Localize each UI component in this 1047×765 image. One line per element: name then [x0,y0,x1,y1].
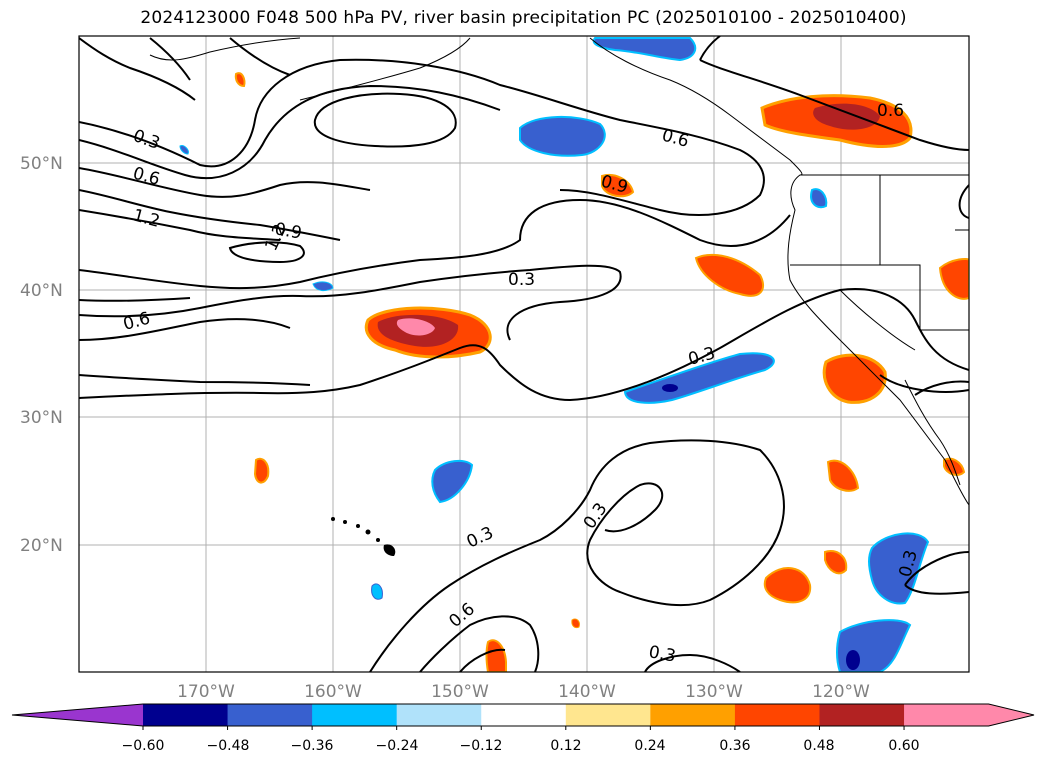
precip-blob-strong-negative [662,384,678,392]
colorbar-segment [396,704,482,726]
colorbar-tick-label: −0.48 [207,738,250,754]
contour-label: 0.3 [508,270,535,290]
precip-blob-max [396,318,435,336]
colorbar-segment [143,704,229,726]
precip-blob-positive [822,353,887,404]
precip-blob-positive [234,72,246,88]
colorbar-ticks: −0.60 −0.48 −0.36 −0.24 −0.12 0.12 0.24 … [122,738,920,754]
precip-blob-positive [601,174,635,198]
precip-blob-strong [813,103,880,130]
colorbar-segment [481,704,567,726]
lon-label: 150°W [431,682,489,702]
colorbar-tick-label: −0.12 [460,738,503,754]
precip-blob-positive [938,258,969,300]
colorbar-tick-label: −0.24 [376,738,419,754]
colorbar-tick-label: 0.60 [888,738,919,754]
precip-blob-negative [868,532,930,605]
precip-blob-positive [571,618,580,629]
precip-blob-negative [623,352,775,404]
precip-blob-positive [253,457,270,484]
lat-label: 40°N [20,281,63,301]
contour-label: 0.6 [877,101,904,121]
precip-blob-negative [431,459,474,504]
colorbar-tick-label: 0.48 [803,738,834,754]
contour-label: 0.3 [647,642,677,666]
map-frame [78,35,970,673]
colorbar-segment [227,704,313,726]
colorbar-segment [734,704,820,726]
latitude-labels: 50°N 40°N 30°N 20°N [20,154,63,556]
lon-label: 160°W [304,682,362,702]
colorbar-tick-label: 0.36 [719,738,750,754]
lat-label: 50°N [20,154,63,174]
precip-blob-negative [371,583,383,600]
contour-label: 0.9 [273,219,303,243]
lat-label: 30°N [20,408,63,428]
lon-label: 130°W [685,682,743,702]
precip-blob-negative [592,37,697,62]
lon-label: 170°W [177,682,235,702]
pv-contours [79,36,969,672]
colorbar-extend-left [12,704,143,726]
colorbar-tick-label: −0.60 [122,738,165,754]
precip-blobs [179,37,969,672]
precip-blob-positive [694,253,765,297]
colorbar-segment [650,704,736,726]
precip-blob-positive [824,550,848,575]
colorbar-segment [312,704,398,726]
precip-blob-positive [826,459,860,492]
map-title: 2024123000 F048 500 hPa PV, river basin … [140,8,907,28]
colorbar-segment [904,704,990,726]
precip-blob-negative [519,116,606,157]
precip-blob-negative [810,188,828,209]
colorbar-tick-label: 0.24 [634,738,665,754]
precip-blob-strong-negative [846,650,860,670]
longitude-labels: 170°W 160°W 150°W 140°W 130°W 120°W [177,682,870,702]
colorbar-tick-label: 0.12 [550,738,581,754]
hawaii-islands [331,517,396,556]
colorbar-tick-label: −0.36 [291,738,334,754]
colorbar-segment [565,704,651,726]
colorbar [11,703,1035,730]
precip-blob-negative [179,145,189,155]
precip-blob-positive [485,639,507,672]
lon-label: 140°W [558,682,616,702]
lat-label: 20°N [20,536,63,556]
precip-blob-positive [763,567,812,604]
colorbar-segment [819,704,905,726]
precip-blob-negative [312,281,334,292]
lon-label: 120°W [812,682,870,702]
colorbar-extend-right [988,704,1034,726]
